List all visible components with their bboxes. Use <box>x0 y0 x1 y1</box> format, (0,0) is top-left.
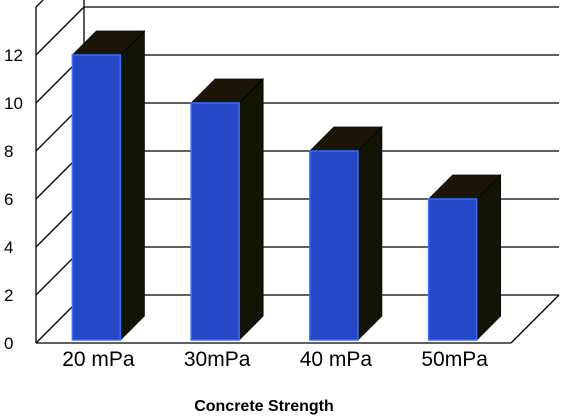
side-wall-gridline <box>35 0 44 8</box>
floor-edge <box>510 294 560 344</box>
bar-side <box>476 174 502 341</box>
x-tick-label: 50mPa <box>421 348 488 371</box>
x-tick-label: 40 mPa <box>300 348 373 371</box>
y-tick-label: 12 <box>4 46 23 65</box>
y-tick-label: 0 <box>4 334 13 353</box>
bar <box>427 198 478 341</box>
y-tick-label: 4 <box>4 238 13 257</box>
bar <box>190 102 240 341</box>
x-tick-label: 20 mPa <box>62 348 135 371</box>
grid-layer <box>35 0 560 344</box>
bar <box>71 54 122 341</box>
x-tick-label: 30mPa <box>184 348 251 371</box>
bar-side <box>238 78 264 341</box>
y-tick-label: 8 <box>4 142 13 161</box>
y-tick-label: 10 <box>4 94 23 113</box>
y-tick-label: 6 <box>4 190 13 209</box>
labels-layer: 0 2 4 6 8 10 12 20 mPa 30mPa 40 mPa 50mPa <box>4 46 488 371</box>
bar <box>309 150 359 341</box>
side-wall-gridline <box>35 6 85 56</box>
y-tick-label: 2 <box>4 286 13 305</box>
x-axis-title: Concrete Strength <box>194 398 334 415</box>
bars-layer <box>71 30 502 341</box>
bar-side <box>357 126 383 341</box>
bar-side <box>119 30 145 341</box>
